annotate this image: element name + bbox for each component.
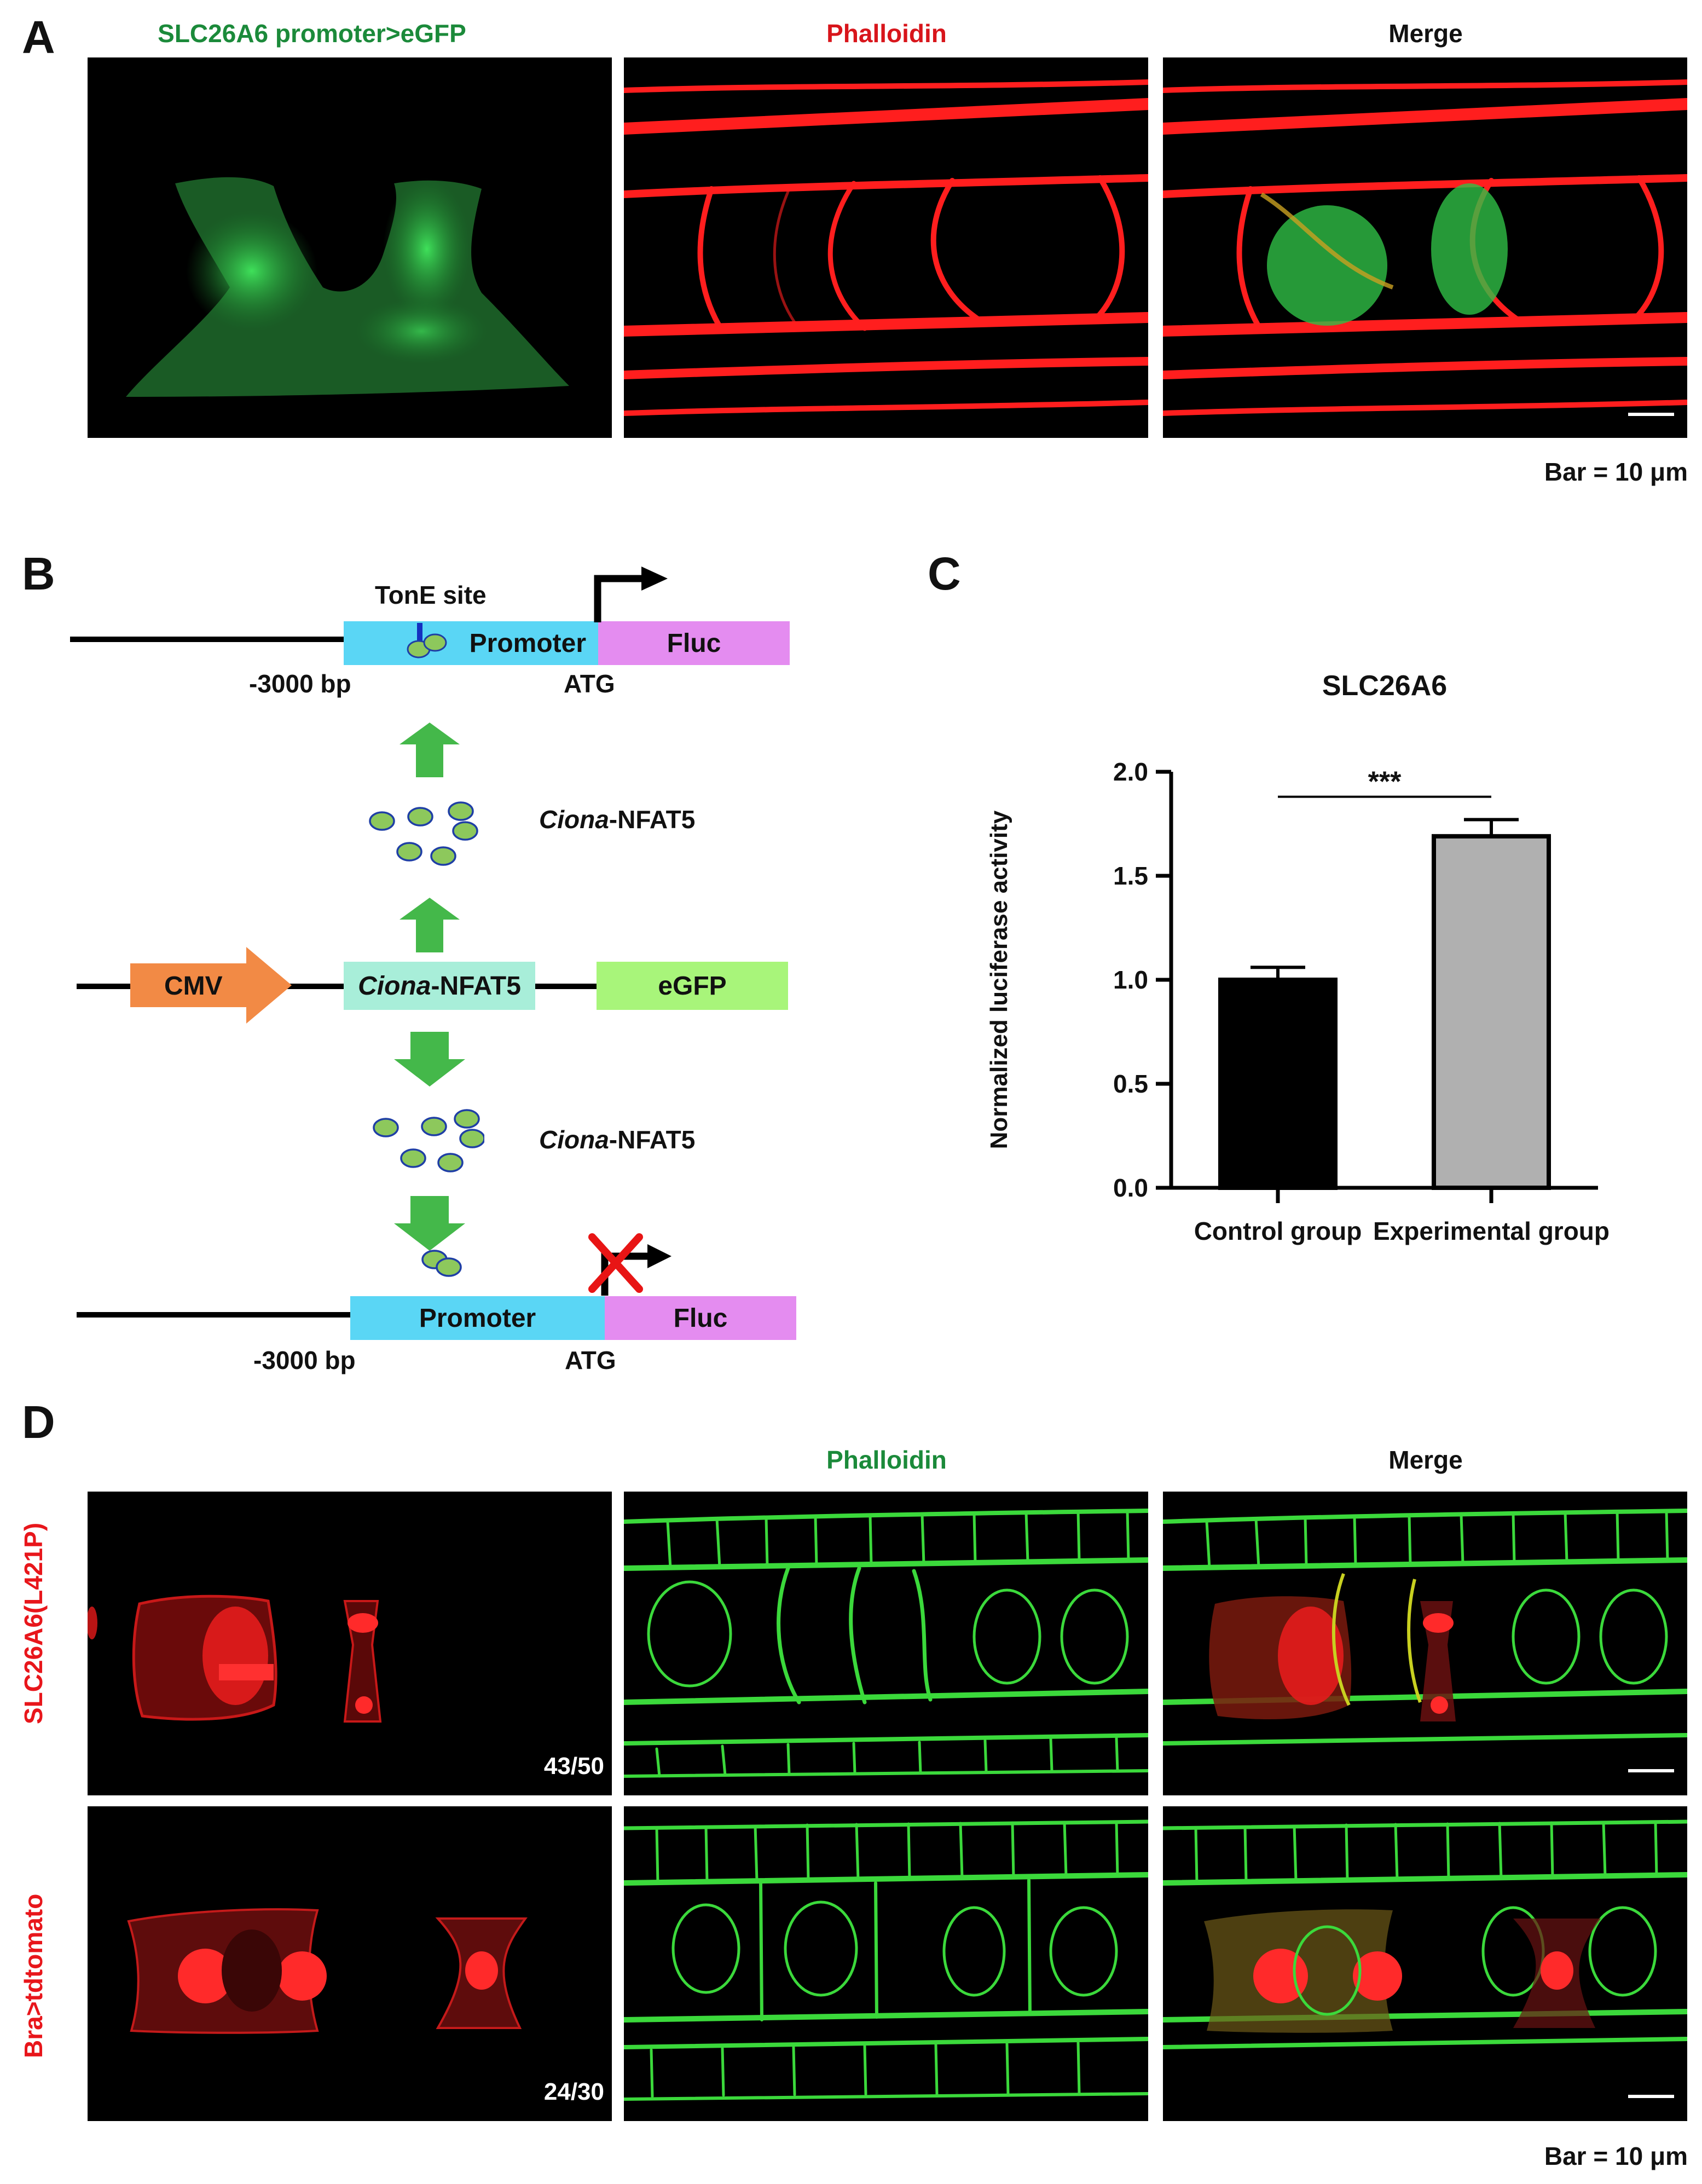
promoter-label-bottom: Promoter <box>419 1303 536 1333</box>
dna-line-bottom <box>77 1312 350 1318</box>
nfat5-box-italic: Ciona <box>358 971 431 1001</box>
fluc-label-bottom: Fluc <box>673 1303 728 1333</box>
panel-a-title-phalloidin: Phalloidin <box>826 19 947 48</box>
micrograph-mutant-merge <box>1163 1492 1687 1795</box>
promoter-label-top: Promoter <box>469 628 586 658</box>
nfat5-proteins-bound-bottom <box>421 1250 462 1277</box>
y-tick-label: 0.0 <box>1113 1174 1148 1202</box>
x-tick-label: Control group <box>1194 1217 1362 1245</box>
bar <box>1218 978 1338 1190</box>
y-tick-label: 0.5 <box>1113 1070 1148 1098</box>
micrograph-control-tdtomato: 24/30 <box>88 1806 612 2121</box>
scale-text-a: Bar = 10 μm <box>1544 458 1688 486</box>
promoter-box-top: Promoter <box>344 621 598 665</box>
x-tick-label: Experimental group <box>1373 1217 1610 1245</box>
dna-line-top <box>70 637 344 642</box>
fluc-box-bottom: Fluc <box>605 1296 796 1340</box>
chart-title: SLC26A6 <box>1322 670 1447 702</box>
micrograph-control-merge <box>1163 1806 1687 2121</box>
green-arrow-down-2 <box>394 1196 465 1251</box>
scale-bar-d1 <box>1628 1769 1674 1772</box>
y-tick-label: 2.0 <box>1113 758 1148 786</box>
egfp-box: eGFP <box>597 962 788 1010</box>
nfat5-suffix-1: -NFAT5 <box>609 805 696 834</box>
bar-chart: SLC26A6 0.0 0.5 1.0 1.5 2.0 Normalized lucifer… <box>986 670 1610 1245</box>
tone-site-label: TonE site <box>375 581 487 609</box>
y-axis-label: Normalized luciferase activity <box>986 810 1012 1149</box>
y-tick-label: 1.0 <box>1113 966 1148 994</box>
row-label-mutant: SLC26A6(L421P) <box>19 1522 48 1724</box>
nfat5-suffix-2: -NFAT5 <box>609 1125 696 1154</box>
panel-a-title-merge: Merge <box>1388 19 1463 48</box>
cmv-arrow-box <box>130 947 292 1024</box>
scale-bar-d2 <box>1628 2095 1674 2098</box>
nfat5-box-suffix: -NFAT5 <box>431 971 521 1001</box>
fluc-box-top: Fluc <box>598 621 790 665</box>
bound-nfat5-top <box>407 633 447 658</box>
cross-icon <box>588 1233 643 1293</box>
micrograph-control-phalloidin <box>624 1806 1148 2121</box>
atg-label-bottom: ATG <box>565 1346 616 1374</box>
micrograph-mutant-tdtomato: 43/50 <box>88 1492 612 1795</box>
panel-c-label: C <box>928 548 961 599</box>
nfat5-italic-2: Ciona <box>539 1125 609 1154</box>
promoter-box-bottom: Promoter <box>350 1296 605 1340</box>
micrograph-mutant-phalloidin <box>624 1492 1148 1795</box>
bp-label-top: -3000 bp <box>249 669 351 698</box>
micrograph-merge-a <box>1163 57 1687 438</box>
panel-d-title-phalloidin: Phalloidin <box>826 1446 947 1474</box>
nfat5-label-1: Ciona-NFAT5 <box>539 805 695 834</box>
nfat5-proteins-1 <box>369 801 478 866</box>
nfat5-proteins-2 <box>373 1109 484 1172</box>
panel-d-title-merge: Merge <box>1388 1446 1463 1474</box>
fluc-label-top: Fluc <box>667 628 721 658</box>
scale-text-d: Bar = 10 μm <box>1544 2142 1688 2170</box>
panel-b-label: B <box>22 548 55 599</box>
panel-a-label: A <box>22 11 55 63</box>
nfat5-box: Ciona-NFAT5 <box>344 962 535 1010</box>
nfat5-box-label: Ciona-NFAT5 <box>358 971 521 1001</box>
transcription-arrow-top <box>594 567 668 622</box>
count-control: 24/30 <box>543 2078 604 2105</box>
bar <box>1432 834 1551 1190</box>
atg-label-top: ATG <box>564 669 615 698</box>
cmv-label: CMV <box>164 972 223 1001</box>
nfat5-italic-1: Ciona <box>539 805 609 834</box>
y-tick-label: 1.5 <box>1113 862 1148 890</box>
green-arrow-down-1 <box>394 1032 465 1087</box>
bp-label-bottom: -3000 bp <box>253 1346 356 1374</box>
panel-d-label: D <box>22 1396 55 1448</box>
egfp-label: eGFP <box>658 971 727 1001</box>
green-arrow-up-1 <box>400 723 460 777</box>
tone-site-marker <box>417 623 422 647</box>
scale-bar-a <box>1628 413 1674 416</box>
green-arrow-up-2 <box>400 898 460 952</box>
micrograph-phalloidin-red <box>624 57 1148 438</box>
nfat5-label-2: Ciona-NFAT5 <box>539 1125 695 1154</box>
significance-stars: *** <box>1368 766 1402 798</box>
count-mutant: 43/50 <box>543 1753 604 1779</box>
row-label-control: Bra>tdtomato <box>19 1893 48 2058</box>
micrograph-egfp <box>88 57 612 438</box>
panel-a-title-egfp: SLC26A6 promoter>eGFP <box>158 19 466 48</box>
